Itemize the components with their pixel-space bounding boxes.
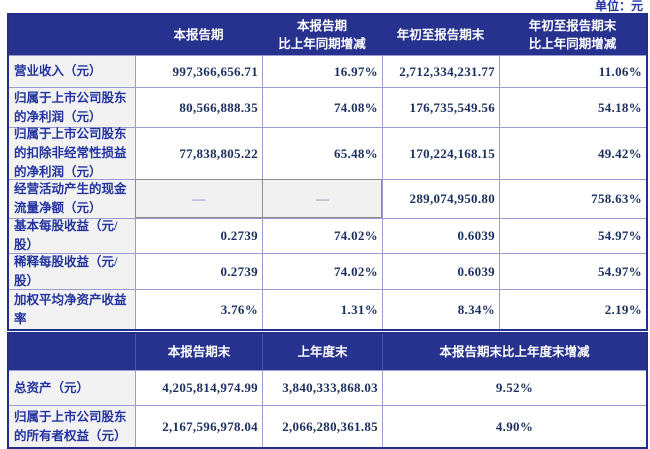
row-label-operating-revenue: 营业收入（元） [9,55,135,87]
cell-value: 54.97% [499,253,646,289]
cell-value: 11.06% [499,55,646,87]
cell-value: 3,840,333,868.03 [262,370,382,405]
cell-value: 170,224,168.15 [382,127,499,179]
cell-value: 49.42% [499,127,646,179]
cell-value: 2.19% [499,289,646,329]
cell-value: 2,066,280,361.85 [262,405,382,447]
cell-value: 74.02% [262,218,382,253]
cell-value: 176,735,549.56 [382,87,499,127]
t2-header-prior-year-end: 上年度末 [262,334,382,370]
cell-value: 4.90% [382,405,646,447]
row-label-net-profit-excl-nonrecurring: 归属于上市公司股东的扣除非经常性损益的净利润（元） [9,127,135,179]
t1-header-blank [9,15,135,55]
cell-value: 758.63% [499,179,646,218]
row-label-net-profit: 归属于上市公司股东的净利润（元） [9,87,135,127]
cell-value: 3.76% [135,289,262,329]
report-tables: 本报告期 本报告期 比上年同期增减 年初至报告期末 年初至报告期末 比上年同期增… [7,13,648,449]
cell-value: 0.6039 [382,218,499,253]
cell-value: 8.34% [382,289,499,329]
cell-value: 2,712,334,231.77 [382,55,499,87]
t2-header-blank [9,334,135,370]
t2-header-change-vs-prior-year-end: 本报告期末比上年度末增减 [382,334,646,370]
cell-value: 289,074,950.80 [382,179,499,218]
cell-value: 0.6039 [382,253,499,289]
cell-value: 997,366,656.71 [135,55,262,87]
t1-header-yoy-change: 本报告期 比上年同期增减 [262,15,382,55]
cell-value-dash: — [262,179,382,218]
cell-value: 74.02% [262,253,382,289]
cell-value: 1.31% [262,289,382,329]
cell-value: 4,205,814,974.99 [135,370,262,405]
cell-value: 9.52% [382,370,646,405]
cell-value-dash: — [135,179,262,218]
t1-header-ytd: 年初至报告期末 [382,15,499,55]
cell-value: 2,167,596,978.04 [135,405,262,447]
row-label-total-assets: 总资产（元） [9,370,135,405]
cell-value: 65.48% [262,127,382,179]
row-label-basic-eps: 基本每股收益（元/股） [9,218,135,253]
row-label-diluted-eps: 稀释每股收益（元/股） [9,253,135,289]
row-label-operating-cash-flow: 经营活动产生的现金流量净额（元） [9,179,135,218]
unit-label: 单位：元 [594,0,643,13]
cell-value: 0.2739 [135,253,262,289]
cell-value: 80,566,888.35 [135,87,262,127]
row-label-weighted-avg-roe: 加权平均净资产收益率 [9,289,135,329]
t1-header-current-period: 本报告期 [135,15,262,55]
cell-value: 16.97% [262,55,382,87]
table-balance-metrics: 本报告期末 上年度末 本报告期末比上年度末增减 总资产（元） 4,205,814… [7,332,648,449]
cell-value: 54.97% [499,218,646,253]
table-quarterly-metrics: 本报告期 本报告期 比上年同期增减 年初至报告期末 年初至报告期末 比上年同期增… [7,13,648,331]
t2-header-period-end: 本报告期末 [135,334,262,370]
cell-value: 77,838,805.22 [135,127,262,179]
row-label-owners-equity: 归属于上市公司股东的所有者权益（元） [9,405,135,447]
t1-header-ytd-yoy-change: 年初至报告期末 比上年同期增减 [499,15,646,55]
cell-value: 74.08% [262,87,382,127]
cell-value: 0.2739 [135,218,262,253]
cell-value: 54.18% [499,87,646,127]
